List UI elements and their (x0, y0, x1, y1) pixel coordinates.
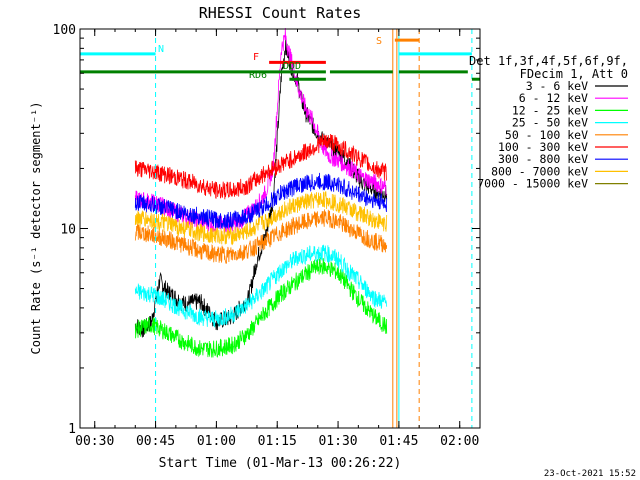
legend-entry-label: 50 - 100 keV (505, 128, 588, 142)
y-tick-label: 1 (68, 422, 76, 437)
flare-label: F (253, 52, 259, 63)
y-axis: 1 10 100 (53, 23, 480, 437)
series-line-4 (134, 209, 388, 264)
x-axis-label: Start Time (01-Mar-13 00:26:22) (159, 456, 402, 471)
y-tick-label: 10 (60, 223, 76, 238)
legend-entry-label: 12 - 25 keV (512, 103, 588, 117)
annotation-layer: N S F RD6 DDD (79, 29, 480, 428)
x-tick-label: 01:15 (258, 434, 297, 449)
legend: Det 1f,3f,4f,5f,6f,9f, FDecim 1, Att 0 3… (469, 54, 628, 191)
y-tick-label: 100 (53, 23, 76, 38)
y-axis-label: Count Rate (s⁻¹ detector segment⁻¹) (29, 102, 43, 355)
chart-title: RHESSI Count Rates (199, 4, 362, 22)
x-tick-label: 01:00 (197, 434, 236, 449)
x-tick-label: 00:45 (136, 434, 175, 449)
x-tick-label: 01:45 (379, 434, 418, 449)
legend-entry-label: 300 - 800 keV (498, 152, 588, 166)
series-line-3 (134, 244, 388, 328)
x-tick-label: 01:30 (318, 434, 357, 449)
legend-entry-label: 25 - 50 keV (512, 116, 588, 130)
decim-label: RD6 (249, 70, 267, 81)
series-line-5 (134, 133, 387, 200)
legend-entry-label: 7000 - 15000 keV (477, 177, 588, 191)
legend-entry-label: 800 - 7000 keV (491, 164, 588, 178)
legend-header-2: FDecim 1, Att 0 (520, 67, 628, 81)
legend-header-1: Det 1f,3f,4f,5f,6f,9f, (469, 54, 628, 68)
timestamp: 23-Oct-2021 15:52 (544, 469, 636, 479)
x-tick-label: 00:30 (75, 434, 114, 449)
plot-area (134, 27, 388, 358)
series-line-2 (134, 257, 388, 358)
series-line-7 (134, 191, 388, 246)
legend-entry-label: 6 - 12 keV (519, 91, 588, 105)
legend-entry-label: 3 - 6 keV (526, 79, 588, 93)
series-line-6 (134, 172, 388, 230)
legend-entry-label: 100 - 300 keV (498, 140, 588, 154)
night-label: N (158, 44, 164, 55)
x-axis: 00:30 00:45 01:00 01:15 01:30 01:45 02:00 (75, 29, 479, 449)
decim-label: DDD (283, 61, 301, 72)
saa-label: S (376, 36, 382, 47)
x-tick-label: 02:00 (440, 434, 479, 449)
